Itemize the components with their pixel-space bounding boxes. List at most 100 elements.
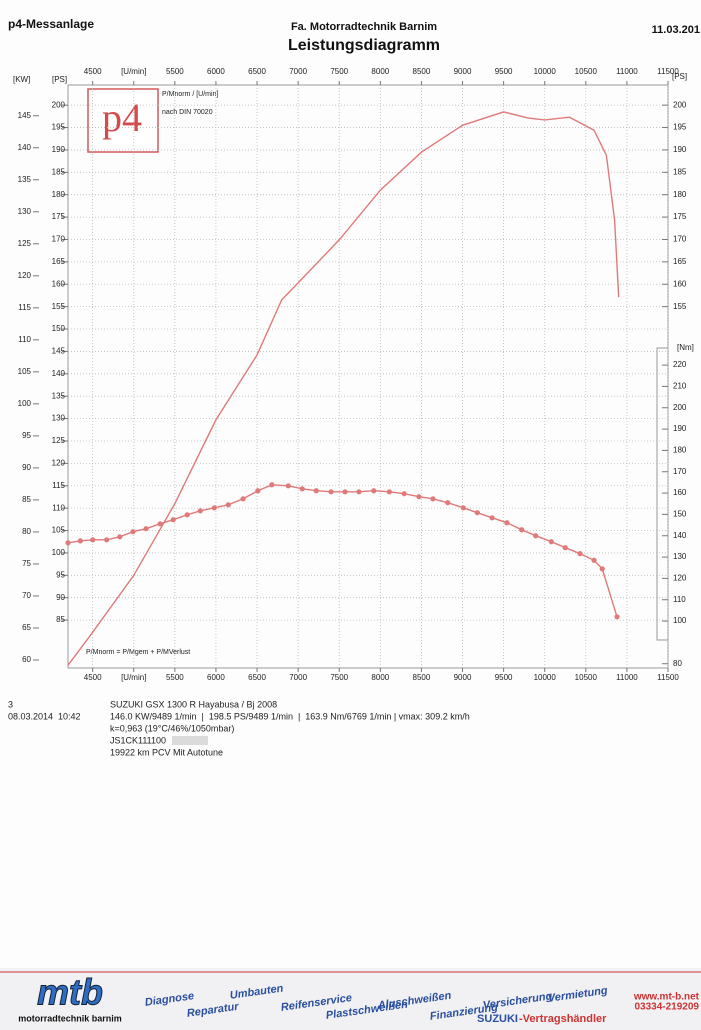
data-point: [328, 489, 334, 495]
data-point: [474, 510, 480, 516]
header-left: p4-Messanlage: [8, 17, 94, 31]
y-tick-label: 160: [673, 279, 687, 288]
y-tick-label: 95: [56, 570, 65, 579]
y-tick-label: 120: [52, 458, 66, 467]
y-tick-label: 190: [673, 424, 687, 433]
footer-logo: mtb: [37, 972, 103, 1013]
info-conditions: k=0,963 (19°C/46%/1050mbar): [110, 723, 234, 733]
data-point: [599, 566, 605, 572]
footer-logo-sub: motorradtechnik barnim: [18, 1013, 122, 1023]
y-tick-label: 155: [52, 302, 66, 311]
x-tick-label: 11500: [657, 67, 679, 76]
data-point: [445, 500, 451, 506]
y-tick-label: 185: [673, 167, 687, 176]
x-tick-label: 7000: [289, 67, 307, 76]
x-tick-label: 9000: [454, 67, 472, 76]
series-line: [67, 484, 618, 618]
y-tick-label: 185: [52, 167, 66, 176]
y-tick-label: 80: [673, 659, 682, 668]
y-tick-label: 180: [52, 190, 66, 199]
logo-box: [87, 88, 159, 153]
y-tick-label: 145: [18, 111, 32, 120]
info-mileage: 19922 km PCV Mit Autotune: [110, 747, 223, 757]
y3-axis-label: [Nm]: [677, 343, 694, 352]
header-company: Fa. Motorradtechnik Barnim: [291, 21, 437, 33]
y2-right-axis-label: [PS]: [672, 72, 687, 81]
info-summary: 146.0 KW/9489 1/min | 198.5 PS/9489 1/mi…: [110, 711, 470, 721]
x-tick-label: 11000: [616, 67, 638, 76]
data-point: [577, 551, 583, 557]
x-tick-label: 7500: [330, 673, 348, 682]
data-point: [614, 614, 620, 620]
y-tick-label: 175: [52, 212, 66, 221]
info-page: 3: [8, 699, 13, 709]
y-tick-label: 175: [673, 212, 687, 221]
x-tick-label: [U/min]: [121, 67, 146, 76]
x-tick-label: 7000: [289, 673, 307, 682]
y-tick-label: 115: [52, 481, 65, 490]
y-tick-label: 150: [52, 324, 66, 333]
x-tick-label: 7500: [330, 67, 348, 76]
y-tick-label: 140: [52, 369, 66, 378]
data-point: [285, 483, 291, 489]
y2-axis-label: [PS]: [52, 75, 67, 84]
data-point: [65, 540, 71, 546]
y-tick-label: 190: [52, 145, 66, 154]
y-axis-label: [KW]: [13, 75, 30, 84]
y-tick-label: 165: [52, 257, 66, 266]
data-point: [416, 494, 422, 500]
y-tick-label: 125: [52, 436, 66, 445]
footer-phone: 03334-219209: [634, 1002, 699, 1013]
data-point: [548, 539, 554, 545]
y-tick-label: 220: [673, 360, 687, 369]
y-tick-label: 100: [673, 616, 687, 625]
y-tick-label: 120: [18, 271, 32, 280]
data-point: [77, 538, 83, 544]
data-point: [562, 545, 568, 551]
y-tick-label: 80: [22, 527, 31, 536]
y-tick-label: 75: [22, 559, 31, 568]
data-point: [157, 521, 163, 527]
x-tick-label: [U/min]: [121, 673, 146, 682]
data-point: [489, 515, 495, 521]
y-tick-label: 200: [673, 403, 687, 412]
data-point: [211, 505, 217, 511]
y-tick-label: 120: [673, 574, 687, 583]
annotation: P/Mnorm = P/Mgem + P/MVerlust: [86, 649, 190, 656]
data-point: [313, 488, 319, 494]
y-tick-label: 170: [52, 235, 66, 244]
series-line: [67, 111, 620, 666]
y-tick-label: 95: [22, 431, 31, 440]
x-tick-label: 8500: [413, 673, 431, 682]
y-tick-label: 90: [56, 593, 65, 602]
x-tick-label: 5500: [166, 673, 184, 682]
x-tick-label: 10500: [575, 67, 598, 76]
y-tick-label: 100: [18, 399, 32, 408]
y-tick-label: 85: [56, 615, 65, 624]
footer-web: www.mt-b.net: [633, 992, 700, 1003]
y-tick-label: 190: [673, 145, 687, 154]
header-date: 11.03.201: [652, 24, 700, 36]
info-vehicle: SUZUKI GSX 1300 R Hayabusa / Bj 2008: [110, 699, 277, 709]
y-tick-label: 180: [673, 190, 687, 199]
y-tick-label: 130: [52, 414, 66, 423]
x-tick-label: 6500: [248, 67, 266, 76]
y-tick-label: 115: [18, 303, 31, 312]
y-tick-label: 90: [22, 463, 31, 472]
data-point: [401, 491, 407, 497]
data-point: [460, 505, 466, 511]
data-point: [240, 496, 246, 502]
x-tick-label: 6500: [248, 673, 266, 682]
y-tick-label: 200: [52, 100, 66, 109]
y-tick-label: 110: [673, 595, 686, 604]
blur: [172, 736, 208, 745]
data-point: [504, 520, 510, 526]
y-tick-label: 105: [18, 367, 32, 376]
annotation: nach DIN 70020: [162, 109, 213, 116]
data-point: [356, 489, 362, 495]
y-tick-label: 130: [18, 207, 32, 216]
data-point: [430, 496, 436, 502]
data-point: [386, 489, 392, 495]
